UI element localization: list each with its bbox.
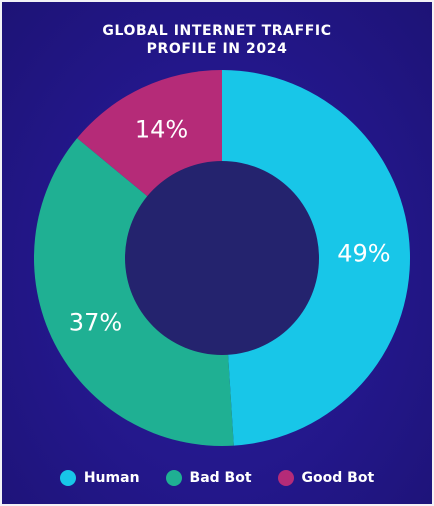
- legend-swatch-human: [59, 470, 76, 486]
- chart-title-line-1: GLOBAL INTERNET TRAFFIC: [102, 23, 332, 39]
- legend-label-human: Human: [83, 470, 140, 486]
- chart-legend: Human Bad Bot Good Bot: [2, 470, 432, 486]
- legend-item-human: Human: [59, 470, 140, 486]
- chart-title: GLOBAL INTERNET TRAFFIC PROFILE IN 2024: [2, 22, 432, 58]
- legend-item-good-bot: Good Bot: [277, 470, 375, 486]
- slice-label-bad-bot: 37%: [69, 308, 122, 336]
- slice-label-human: 49%: [337, 240, 390, 268]
- donut-slice-labels: 49% 37% 14%: [69, 116, 391, 337]
- legend-swatch-bad-bot: [165, 470, 182, 486]
- legend-item-bad-bot: Bad Bot: [165, 470, 252, 486]
- legend-label-bad-bot: Bad Bot: [189, 470, 252, 486]
- chart-title-line-2: PROFILE IN 2024: [146, 41, 288, 57]
- legend-swatch-good-bot: [277, 470, 294, 486]
- slice-label-good-bot: 14%: [135, 116, 188, 144]
- donut-center-hole: [125, 161, 319, 355]
- legend-label-good-bot: Good Bot: [301, 470, 375, 486]
